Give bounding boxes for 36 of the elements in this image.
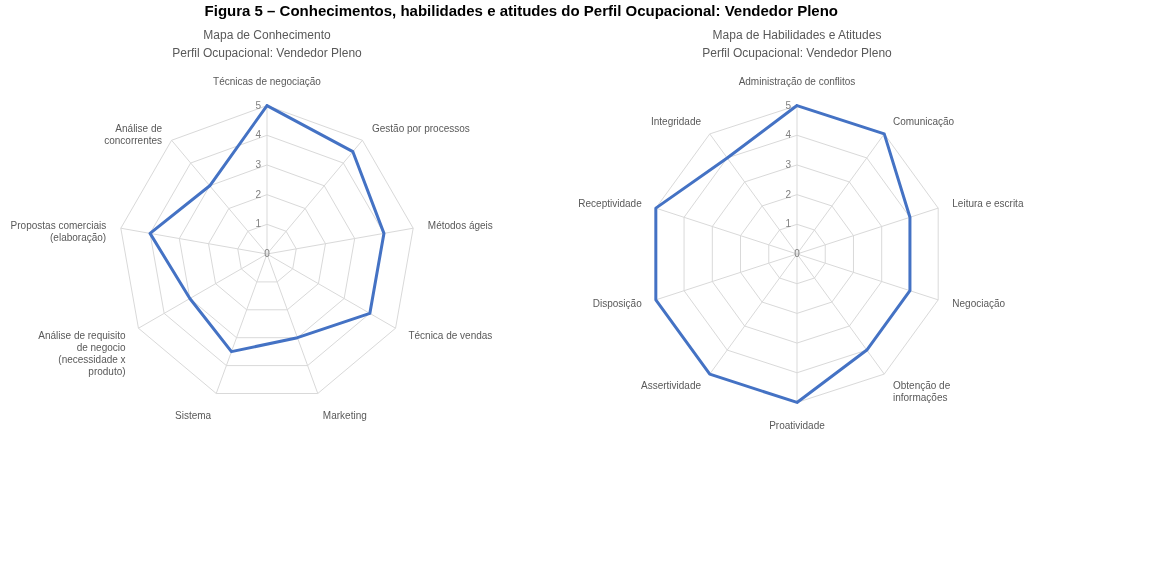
spoke-label: Técnicas de negociação bbox=[213, 75, 322, 87]
spoke-label: Técnica de vendas bbox=[408, 329, 493, 341]
spoke-label: Comunicação bbox=[892, 115, 955, 127]
text: Figura 5 – Conhecimentos, habilidades e atitudes do Perfil Ocupacional: Vendedor Pleno bbox=[204, 2, 839, 19]
chart-subtitle: Perfil Ocupacional: Vendedor Pleno bbox=[172, 46, 363, 60]
y-tick-label: 1 bbox=[785, 218, 792, 230]
y-tick-label: 5 bbox=[785, 99, 792, 111]
spoke-label: Disposição bbox=[592, 298, 643, 310]
spoke-label: Gestão por processos bbox=[371, 122, 470, 134]
y-tick-label: 4 bbox=[255, 129, 262, 141]
y-tick-label: 3 bbox=[785, 158, 792, 170]
spoke-label: Análise de concorrentes bbox=[104, 122, 163, 146]
chart-title: Mapa de Conhecimento bbox=[203, 28, 332, 42]
chart-title: Mapa de Habilidades e Atitudes bbox=[712, 28, 882, 42]
spoke-label: Análise de requisito de negocio (necessidade x produto) bbox=[38, 329, 127, 377]
y-tick-label: 2 bbox=[255, 188, 262, 200]
y-tick-label: 3 bbox=[255, 158, 262, 170]
y-tick-label: 0 bbox=[264, 248, 271, 259]
spoke-label: Assertividade bbox=[640, 380, 702, 392]
spoke-label: Leitura e escrita bbox=[952, 197, 1024, 209]
y-tick-label: 1 bbox=[255, 218, 262, 230]
y-tick-label: 0 bbox=[794, 248, 801, 259]
spoke-label: Métodos ágeis bbox=[427, 219, 493, 231]
spoke-label: Marketing bbox=[322, 410, 367, 422]
spoke-label: Proatividade bbox=[769, 420, 826, 432]
y-tick-label: 5 bbox=[255, 99, 262, 111]
chart-subtitle: Perfil Ocupacional: Vendedor Pleno bbox=[702, 46, 893, 60]
spoke-label: Negociação bbox=[952, 298, 1006, 310]
y-tick-label: 2 bbox=[785, 188, 792, 200]
spoke-label: Sistema bbox=[175, 410, 212, 422]
spoke-label: Propostas comerciais (elaboração) bbox=[10, 219, 107, 243]
spoke-label: Obtenção de informações bbox=[892, 380, 951, 404]
spoke-label: Receptividade bbox=[578, 197, 643, 209]
spoke-label: Administração de conflitos bbox=[738, 75, 856, 87]
y-tick-label: 4 bbox=[785, 129, 792, 141]
spoke-label: Integridade bbox=[650, 115, 702, 127]
